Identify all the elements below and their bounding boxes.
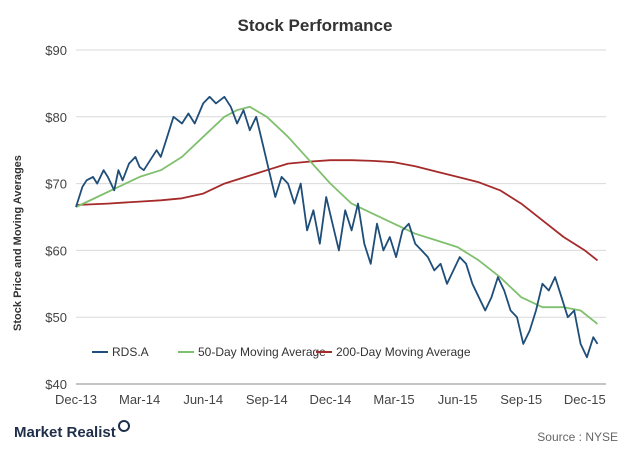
brand-text: Market Realist xyxy=(14,424,116,441)
x-tick-label: Dec-13 xyxy=(55,392,97,407)
x-tick-label: Dec-14 xyxy=(309,392,351,407)
x-tick-label: Sep-15 xyxy=(500,392,542,407)
series-line xyxy=(75,95,599,359)
magnifier-icon xyxy=(117,420,130,432)
y-tick-label: $70 xyxy=(45,177,67,192)
source-note: Source : NYSE xyxy=(537,430,618,444)
series-line xyxy=(75,159,599,262)
gridlines xyxy=(76,49,606,318)
series-lines xyxy=(75,95,599,359)
y-tick-label: $50 xyxy=(45,310,67,325)
y-tick-label: $80 xyxy=(45,110,67,125)
y-tick-label: $60 xyxy=(45,243,67,258)
legend-label: 50-Day Moving Average xyxy=(198,345,326,359)
legend-label: RDS.A xyxy=(112,345,149,359)
x-tick-label: Jun-14 xyxy=(183,392,223,407)
x-tick-label: Sep-14 xyxy=(246,392,288,407)
series-line xyxy=(75,105,599,325)
legend-label: 200-Day Moving Average xyxy=(336,345,471,359)
brand-logo: Market Realist xyxy=(14,420,130,441)
x-tick-label: Mar-14 xyxy=(119,392,160,407)
x-tick-label: Dec-15 xyxy=(564,392,606,407)
x-tick-label: Jun-15 xyxy=(438,392,478,407)
y-tick-label: $40 xyxy=(45,377,67,392)
chart-title: Stock Performance xyxy=(237,16,393,35)
x-axis-ticks: Dec-13 Mar-14 Jun-14 Sep-14 Dec-14 Mar-15 Jun-… xyxy=(55,392,606,407)
x-tick-label: Mar-15 xyxy=(373,392,414,407)
legend: RDS.A 50-Day Moving Average 200-Day Moving… xyxy=(92,345,471,359)
y-axis-ticks: $40 $50 $60 $70 $80 $90 xyxy=(45,43,67,392)
y-tick-label: $90 xyxy=(45,43,67,58)
